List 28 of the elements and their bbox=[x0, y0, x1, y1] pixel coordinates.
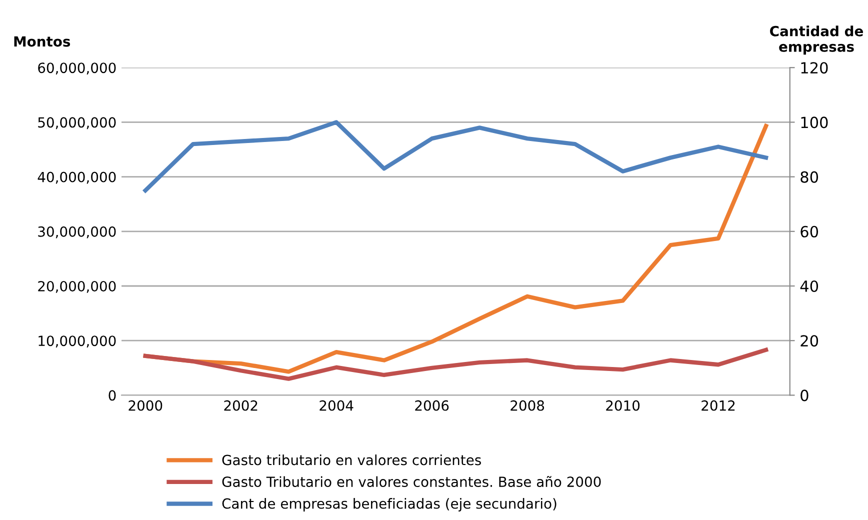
x-tick-label: 2002 bbox=[224, 400, 258, 411]
line-series bbox=[143, 120, 768, 193]
y-tick-label: 0 bbox=[108, 390, 116, 401]
y2-tick-label: 100 bbox=[801, 116, 828, 128]
y2-tick-label: 40 bbox=[800, 280, 818, 292]
y2-axis-title: Cantidad de empresas bbox=[770, 26, 863, 55]
x-tick-label: 2000 bbox=[128, 400, 162, 411]
y-tick-label: 60,000,000 bbox=[38, 62, 116, 74]
y-axis-title: Montos bbox=[14, 36, 70, 47]
x-tick-label: 2006 bbox=[415, 400, 449, 411]
y-tick-label: 10,000,000 bbox=[38, 336, 116, 348]
x-tick-label: 2012 bbox=[702, 400, 735, 411]
x-tick-label: 2004 bbox=[320, 400, 354, 411]
x-tick-label: 2008 bbox=[510, 400, 544, 411]
y2-tick-label: 120 bbox=[801, 62, 828, 74]
y-tick-label: 50,000,000 bbox=[38, 117, 116, 130]
legend-label: Cant de empresas beneficiadas (eje secundario) bbox=[222, 498, 556, 512]
x-tick-label: 2010 bbox=[606, 400, 640, 411]
y-tick-label: 40,000,000 bbox=[38, 172, 116, 184]
y2-tick-label: 20 bbox=[800, 335, 818, 347]
y-tick-label: 30,000,000 bbox=[38, 226, 116, 238]
legend-label: Gasto Tributario en valores constantes. Base año 2000 bbox=[222, 476, 601, 488]
y2-tick-label: 80 bbox=[800, 171, 818, 183]
line-series bbox=[143, 348, 768, 381]
y-tick-label: 20,000,000 bbox=[38, 280, 116, 293]
y2-tick-label: 60 bbox=[800, 226, 818, 238]
y2-tick-label: 0 bbox=[800, 390, 808, 402]
legend-label: Gasto tributario en valores corrientes bbox=[222, 454, 481, 466]
